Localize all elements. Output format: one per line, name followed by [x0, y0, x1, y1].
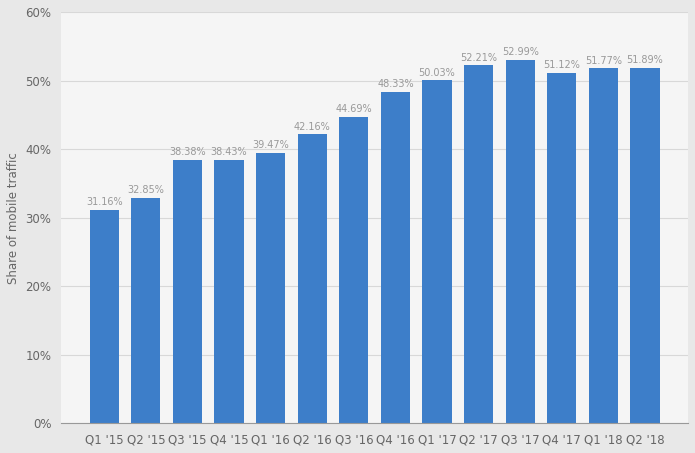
Text: 38.38%: 38.38%	[169, 147, 206, 158]
Text: 42.16%: 42.16%	[294, 121, 331, 131]
Bar	[630, 67, 660, 424]
Y-axis label: Share of mobile traffic: Share of mobile traffic	[7, 152, 20, 284]
Text: 38.43%: 38.43%	[211, 147, 247, 157]
Bar	[131, 198, 161, 424]
Bar	[464, 65, 493, 424]
Text: 31.16%: 31.16%	[86, 197, 122, 207]
Bar	[547, 73, 576, 424]
Bar	[90, 210, 119, 424]
Bar	[339, 117, 368, 424]
Bar	[297, 134, 327, 424]
Bar	[589, 68, 618, 424]
Text: 51.89%: 51.89%	[627, 55, 664, 65]
Text: 39.47%: 39.47%	[252, 140, 289, 150]
Bar	[173, 160, 202, 424]
Text: 51.12%: 51.12%	[543, 60, 580, 70]
Bar	[381, 92, 410, 424]
Text: 52.99%: 52.99%	[502, 47, 539, 57]
Text: 52.21%: 52.21%	[460, 53, 497, 63]
Bar	[423, 80, 452, 424]
Bar	[506, 60, 534, 424]
Bar	[256, 153, 285, 424]
Bar	[215, 160, 244, 424]
Text: 32.85%: 32.85%	[127, 185, 164, 195]
Text: 44.69%: 44.69%	[336, 104, 372, 114]
Text: 48.33%: 48.33%	[377, 79, 414, 89]
Text: 51.77%: 51.77%	[585, 56, 622, 66]
Text: 50.03%: 50.03%	[418, 67, 455, 77]
